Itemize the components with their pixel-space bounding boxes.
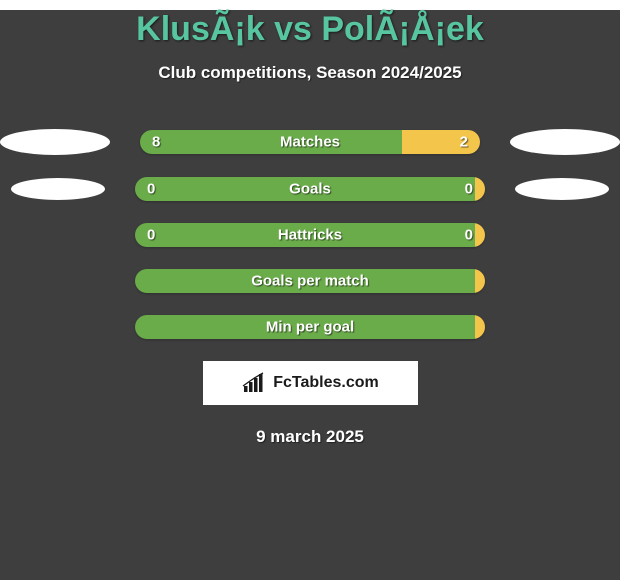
stat-bar: Min per goal [135,315,485,339]
bar-right-value: 2 [460,134,468,151]
bar-label: Matches [280,134,340,151]
bar-label: Goals [289,181,331,198]
page-title: KlusÃ¡k vs PolÃ¡Å¡ek [0,10,620,49]
bar-right-value: 0 [465,181,473,198]
bar-right-segment [402,130,480,154]
bar-left-value: 0 [147,181,155,198]
brand-box: FcTables.com [203,361,418,405]
stats-container: 8 2 Matches 0 0 Goals 0 0 Hattricks Goals per mat… [0,129,620,339]
date-label: 9 march 2025 [0,427,620,447]
stat-bar: Goals per match [135,269,485,293]
stat-bar: 0 0 Hattricks [135,223,485,247]
stat-row: 0 0 Goals [0,177,620,201]
stat-bar: 0 0 Goals [135,177,485,201]
bar-right-segment [475,223,486,247]
bar-label: Min per goal [266,319,354,336]
stat-row: Goals per match [0,269,620,293]
content-wrapper: KlusÃ¡k vs PolÃ¡Å¡ek Club competitions, … [0,10,620,447]
bar-left-value: 0 [147,227,155,244]
stat-row: 8 2 Matches [0,129,620,155]
brand-text: FcTables.com [273,374,379,392]
bar-left-segment [140,130,402,154]
bar-right-segment [475,177,486,201]
brand-chart-icon [241,372,267,394]
stat-row: Min per goal [0,315,620,339]
bar-right-value: 0 [465,227,473,244]
left-ellipse [11,178,105,200]
bar-right-segment [475,315,486,339]
bar-left-value: 8 [152,134,160,151]
stat-row: 0 0 Hattricks [0,223,620,247]
stat-bar: 8 2 Matches [140,130,480,154]
subtitle: Club competitions, Season 2024/2025 [0,63,620,83]
bar-label: Hattricks [278,227,342,244]
right-ellipse [515,178,609,200]
bar-label: Goals per match [251,273,369,290]
bar-right-segment [475,269,486,293]
right-ellipse [510,129,620,155]
left-ellipse [0,129,110,155]
